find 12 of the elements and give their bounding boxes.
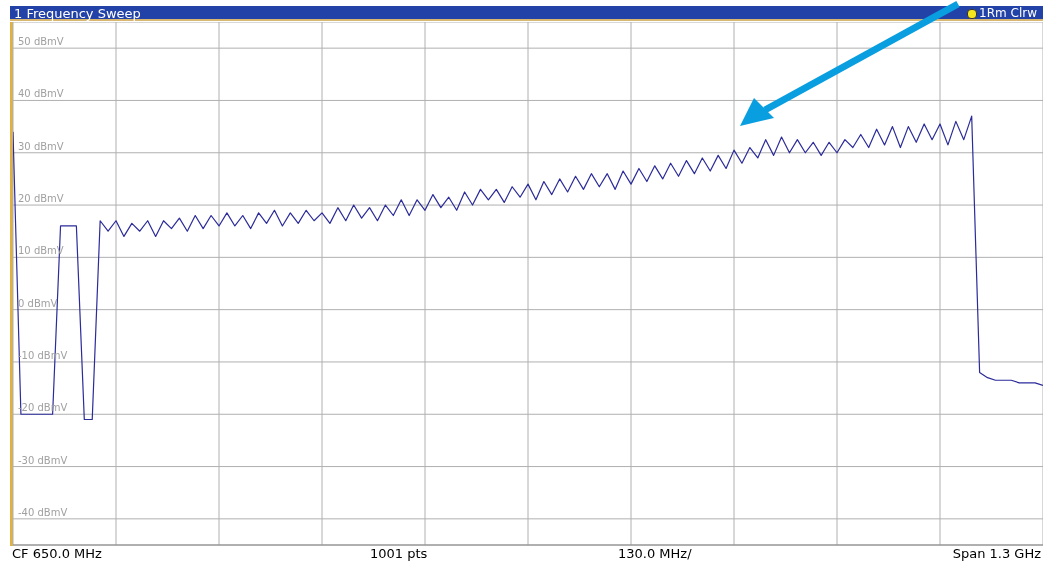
text: 130.0 MHz/ — [618, 546, 692, 562]
text: CF 650.0 MHz — [12, 546, 102, 562]
text: 1Rm Clrw — [979, 6, 1037, 21]
chart-title: 1 Frequency Sweep — [14, 6, 141, 21]
text: 1001 pts — [370, 546, 428, 562]
y-tick-label: 20 dBmV — [18, 193, 64, 205]
y-tick-label: 30 dBmV — [18, 140, 64, 152]
y-tick-label: 50 dBmV — [18, 36, 64, 48]
y-tick-label: -30 dBmV — [18, 454, 68, 466]
text: Span 1.3 GHz — [952, 546, 1041, 562]
y-tick-label: -40 dBmV — [18, 506, 68, 518]
y-tick-label: 40 dBmV — [18, 88, 64, 100]
